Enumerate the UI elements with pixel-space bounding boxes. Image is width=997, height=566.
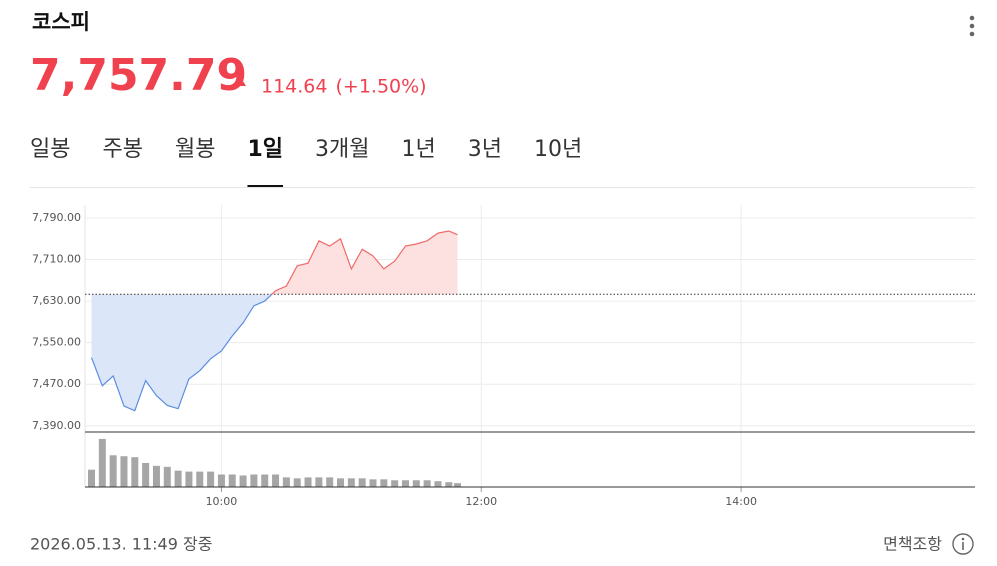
current-price: 7,757.79: [30, 50, 247, 101]
volume-bar: [131, 457, 139, 487]
tab-underline: [247, 185, 284, 187]
tab[interactable]: 10년: [534, 137, 582, 162]
volume-bar: [369, 479, 377, 487]
volume-bar: [423, 480, 431, 487]
y-tick-label: 7,550.00: [32, 336, 81, 349]
volume-bar: [142, 462, 150, 487]
tab[interactable]: 1년: [402, 137, 436, 162]
volume-bar: [239, 475, 247, 487]
timestamp: 2026.05.13. 11:49 장중: [30, 535, 212, 554]
up-arrow: [236, 78, 246, 86]
volume-bar: [196, 471, 204, 487]
volume-bar: [401, 480, 409, 487]
volume-bar: [120, 456, 128, 487]
volume-bar: [109, 455, 117, 487]
tab[interactable]: 주봉: [102, 137, 142, 162]
y-tick-label: 7,630.00: [32, 294, 81, 307]
volume-bar: [391, 480, 399, 487]
volume-bar: [337, 478, 345, 487]
volume-bar: [304, 477, 312, 487]
volume-bar: [98, 438, 106, 487]
volume-bar: [217, 474, 225, 487]
area: [91, 231, 458, 411]
volume-bar: [347, 478, 355, 487]
volume-bar: [228, 474, 236, 487]
disclaimer-link[interactable]: 면책조항: [883, 535, 942, 554]
volume-bar: [293, 478, 301, 487]
volume-bar: [250, 474, 258, 487]
price-line: [90, 230, 458, 412]
volume-bar: [326, 477, 334, 487]
volume-bar: [185, 471, 193, 487]
volume-bar: [163, 466, 171, 487]
y-tick-label: 7,710.00: [32, 253, 81, 266]
volume-bar: [445, 482, 453, 487]
change-percent: (+1.50%): [335, 76, 426, 98]
volume-bar: [272, 474, 280, 487]
volume-bar: [152, 465, 160, 487]
x-tick-label: 10:00: [206, 495, 238, 508]
volume-bar: [380, 479, 388, 487]
index-title: 코스피: [32, 10, 90, 34]
volume-bar: [434, 481, 442, 487]
tab[interactable]: 월봉: [175, 137, 215, 162]
volume-bar: [453, 483, 461, 487]
volume-bar: [87, 469, 95, 487]
y-tick-label: 7,790.00: [32, 211, 81, 224]
price-change: 114.64: [261, 76, 327, 98]
x-tick-label: 14:00: [725, 495, 757, 508]
volume-bar: [207, 471, 215, 487]
volume-bar: [282, 477, 290, 487]
volume-bar: [412, 480, 420, 487]
tab[interactable]: 일봉: [30, 137, 70, 162]
x-tick-label: 12:00: [465, 495, 497, 508]
tab[interactable]: 3개월: [315, 137, 369, 162]
info-icon[interactable]: [952, 533, 974, 555]
tab[interactable]: 3년: [468, 137, 502, 162]
volume-bar: [358, 478, 366, 487]
y-tick-label: 7,470.00: [32, 377, 81, 390]
tab[interactable]: 1일: [247, 137, 283, 162]
volume-bar: [315, 477, 323, 487]
menu-button[interactable]: [969, 15, 975, 37]
y-tick-label: 7,390.00: [32, 419, 81, 432]
volume-bar: [261, 474, 269, 487]
volume-bar: [174, 470, 182, 487]
